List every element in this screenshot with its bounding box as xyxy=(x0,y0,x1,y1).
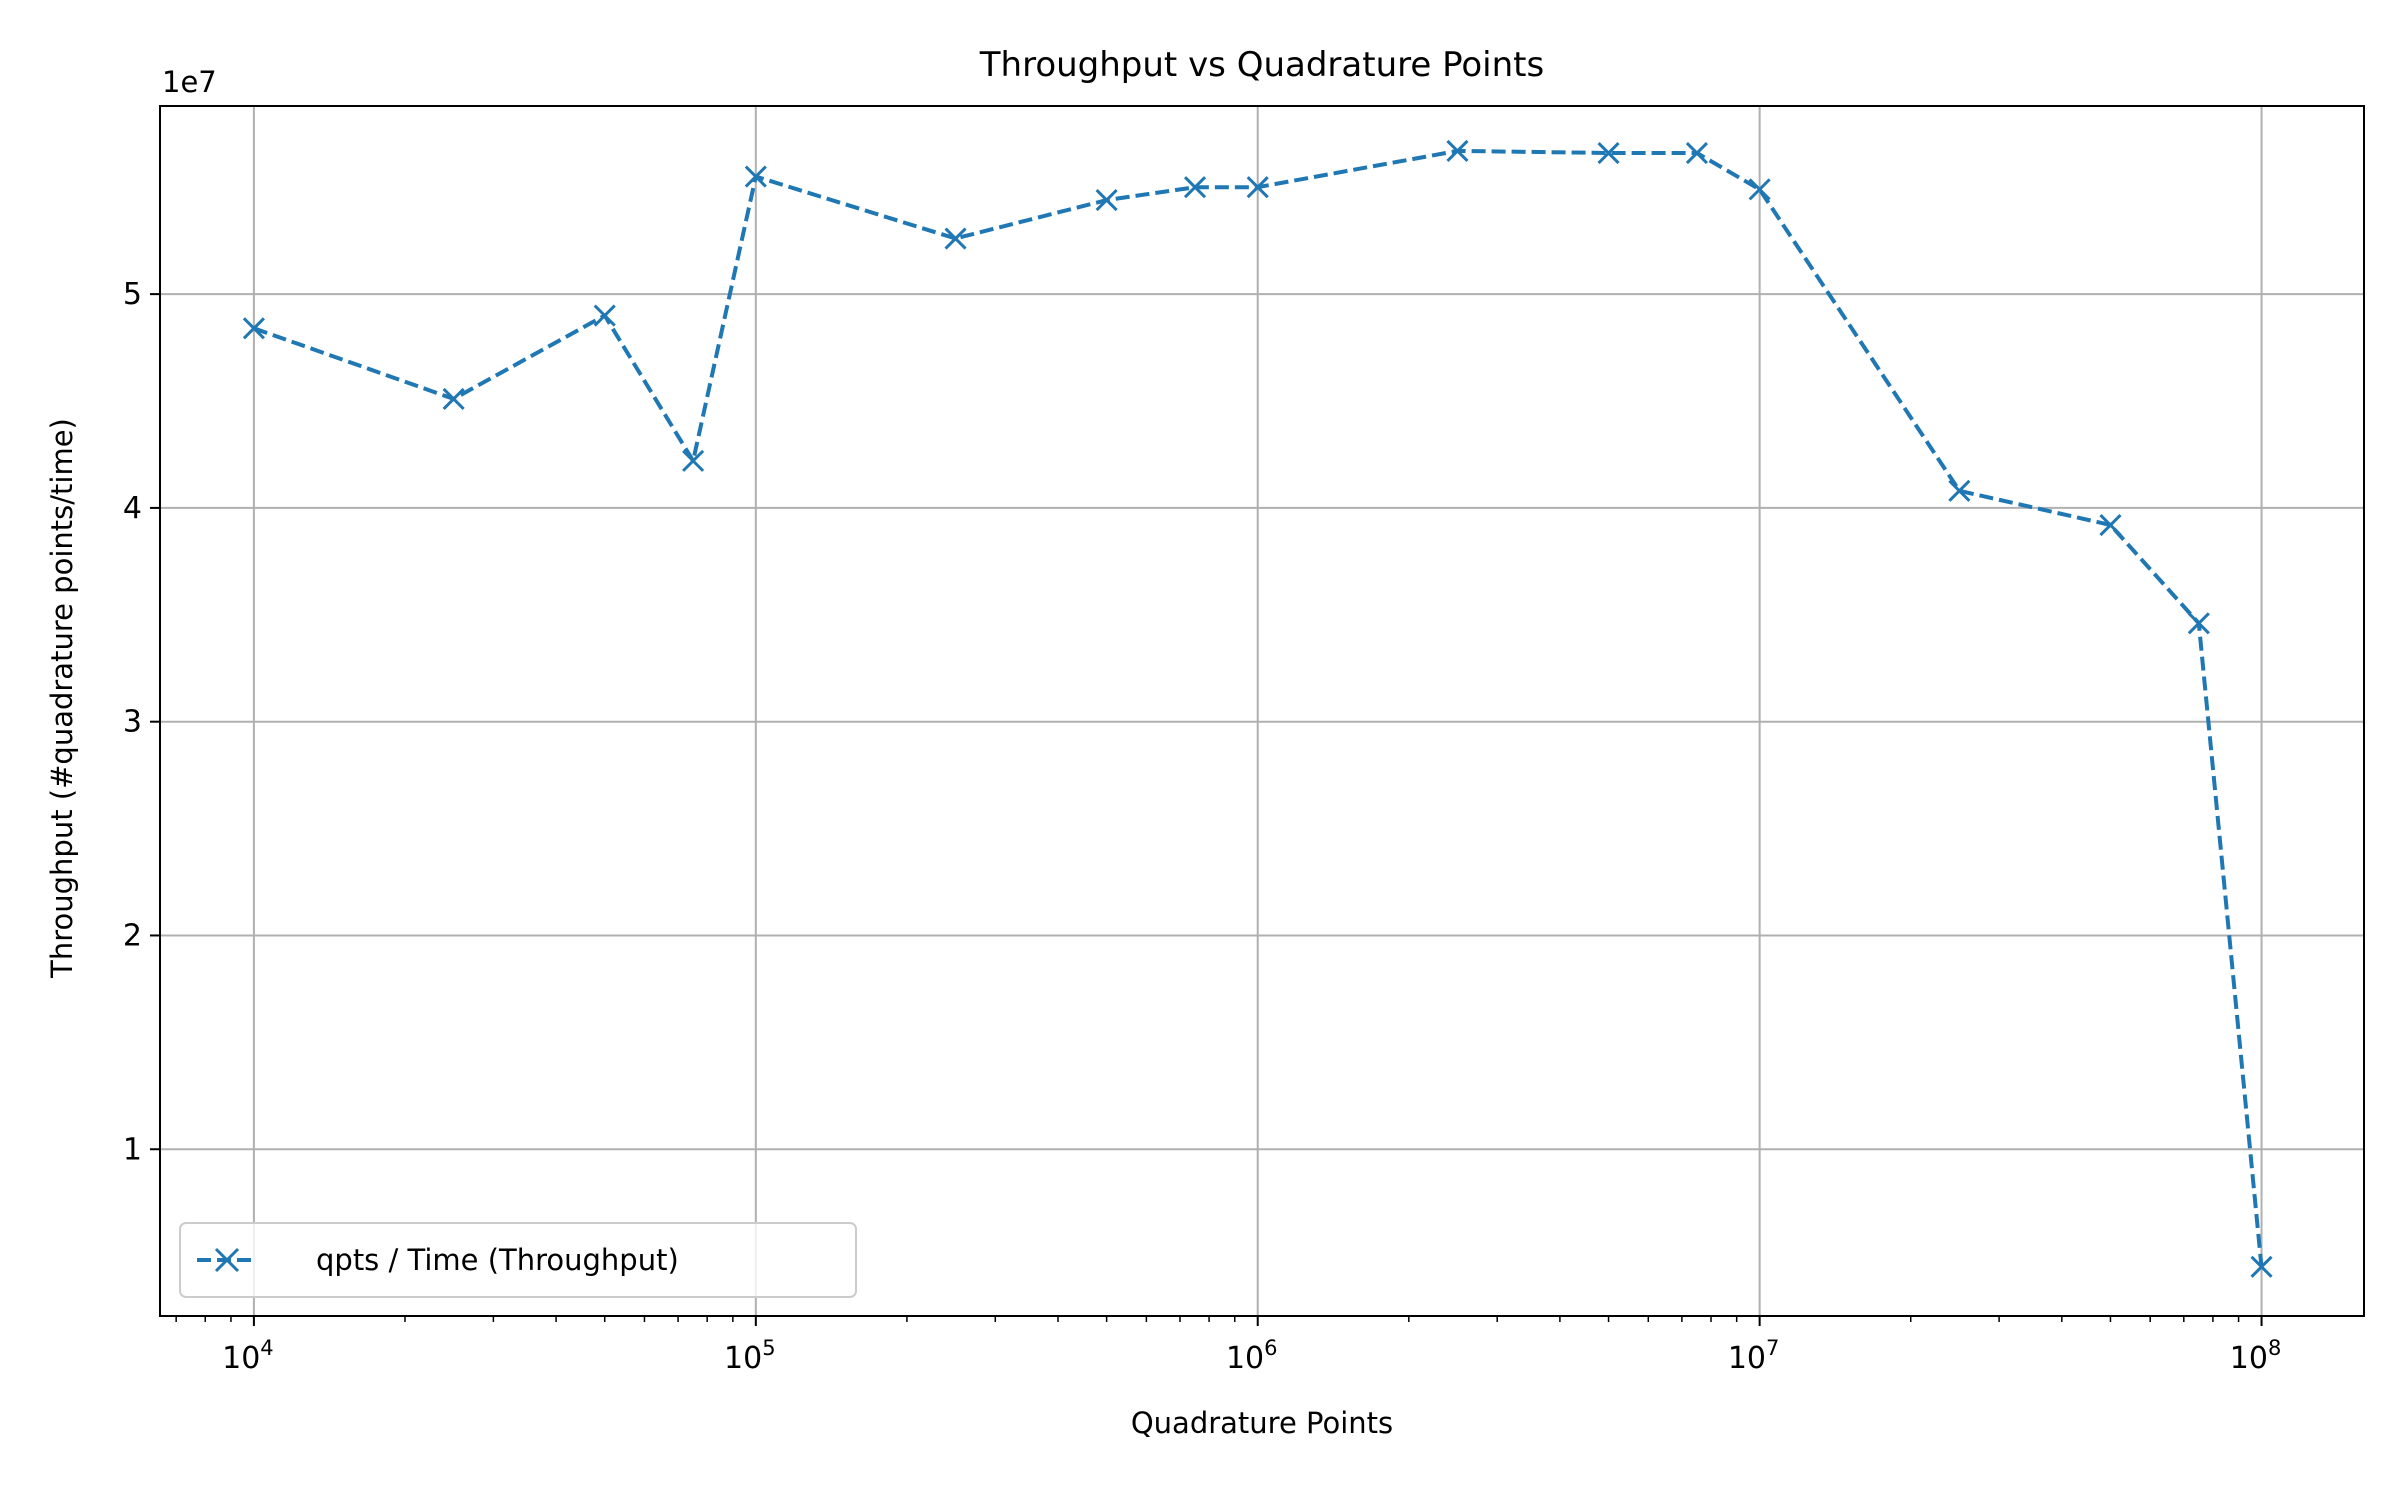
y-tick-label: 3 xyxy=(123,705,142,740)
x-tick-label: 104 xyxy=(222,1336,274,1376)
y-tick-label: 2 xyxy=(123,918,142,953)
data-point-marker xyxy=(242,317,265,340)
data-point-marker xyxy=(1246,176,1269,199)
data-point-marker xyxy=(1748,178,1771,201)
legend-marker-icon xyxy=(214,1247,240,1273)
data-point-marker xyxy=(682,449,705,472)
chart-title: Throughput vs Quadrature Points xyxy=(979,45,1544,85)
data-point-marker xyxy=(1685,141,1708,165)
data-point-marker xyxy=(744,165,767,188)
data-point-marker xyxy=(593,304,616,327)
data-series xyxy=(242,139,2273,1278)
legend-box xyxy=(179,1222,857,1298)
axes: 104 105 106 107 108 1 2 3 4 5 xyxy=(123,277,2281,1376)
legend-label: qpts / Time (Throughput) xyxy=(316,1243,679,1277)
y-tick-label: 4 xyxy=(123,491,142,526)
data-point-marker xyxy=(1597,141,1620,165)
x-tick-label: 105 xyxy=(724,1336,776,1376)
data-point-marker xyxy=(2250,1255,2273,1278)
x-axis-label: Quadrature Points xyxy=(1131,1406,1393,1440)
y-axis-label: Throughput (#quadrature points/time) xyxy=(45,418,79,979)
data-point-marker xyxy=(1095,189,1118,212)
grid-lines xyxy=(160,106,2364,1316)
x-tick-label: 108 xyxy=(2230,1336,2282,1376)
y-tick-label: 1 xyxy=(123,1132,142,1167)
x-tick-label: 106 xyxy=(1226,1336,1278,1376)
data-point-marker xyxy=(944,227,967,250)
y-offset-label: 1e7 xyxy=(162,65,217,99)
y-tick-label: 5 xyxy=(123,277,142,312)
data-point-marker xyxy=(2187,612,2210,635)
data-point-marker xyxy=(2099,513,2122,537)
data-point-marker xyxy=(1948,479,1971,502)
legend: qpts / Time (Throughput) xyxy=(179,1222,857,1298)
data-point-marker xyxy=(442,387,465,410)
data-point-marker xyxy=(1183,176,1207,199)
plot-frame xyxy=(159,105,2365,1317)
data-point-marker xyxy=(1446,139,1469,162)
x-tick-label: 107 xyxy=(1728,1336,1780,1376)
